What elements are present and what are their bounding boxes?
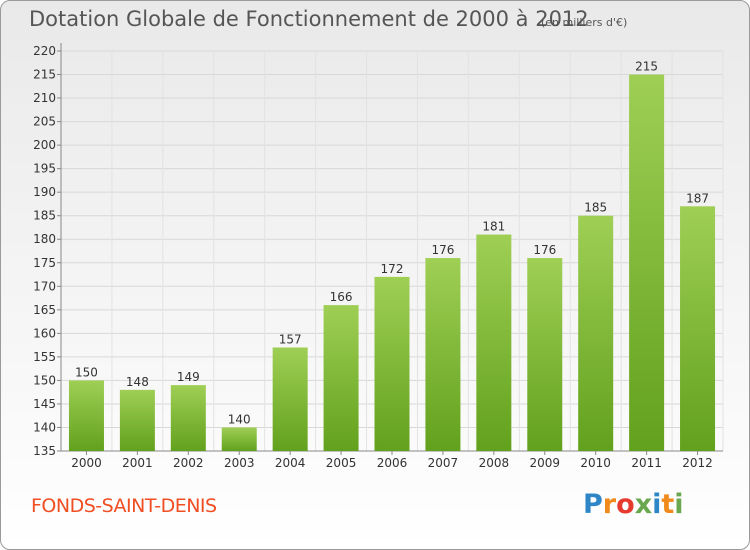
y-tick-label: 155 (33, 350, 56, 364)
bar-value-label: 140 (228, 412, 251, 426)
bar (527, 258, 563, 451)
y-tick-label: 175 (33, 256, 56, 270)
bar (476, 234, 512, 451)
y-tick-label: 220 (33, 44, 56, 58)
bar-chart: 135 140 145 150 155 160 165 170 175 180 185 190 195 2… (33, 43, 724, 470)
bar (578, 215, 614, 451)
logo-letter: P (583, 489, 603, 520)
bar-value-label: 176 (431, 243, 454, 257)
x-tick-label: 2009 (529, 456, 560, 470)
labels: 150 2000 148 2001 149 2002 140 2003 157 2004 166 20… (71, 60, 713, 470)
x-tick-label: 2010 (580, 456, 611, 470)
logo-letter: i (652, 489, 662, 520)
x-tick-label: 2006 (377, 456, 408, 470)
bar-value-label: 185 (584, 201, 607, 215)
y-tick-label: 160 (33, 326, 56, 340)
y-tick-label: 215 (33, 68, 56, 82)
y-tick-label: 190 (33, 185, 56, 199)
bar (323, 305, 359, 451)
bar (680, 206, 716, 451)
y-tick-label: 205 (33, 115, 56, 129)
bar (425, 258, 461, 451)
y-tick-label: 165 (33, 303, 56, 317)
commune-name: FONDS-SAINT-DENIS (31, 495, 217, 517)
bar (170, 385, 206, 451)
bar (629, 74, 665, 451)
x-tick-label: 2007 (428, 456, 459, 470)
x-tick-label: 2003 (224, 456, 255, 470)
bar-value-label: 157 (279, 332, 302, 346)
bar (221, 427, 257, 451)
x-tick-label: 2012 (682, 456, 713, 470)
y-tick-label: 150 (33, 373, 56, 387)
bar-value-label: 150 (75, 365, 98, 379)
bar-value-label: 215 (635, 60, 658, 74)
y-tick-label: 135 (33, 444, 56, 458)
bar-value-label: 148 (126, 375, 149, 389)
y-tick-label: 195 (33, 162, 56, 176)
chart-title: Dotation Globale de Fonctionnement de 20… (29, 7, 589, 31)
x-tick-label: 2002 (173, 456, 204, 470)
logo-letter: t (661, 489, 675, 520)
logo-letter: r (602, 489, 617, 520)
logo-letter: i (674, 489, 684, 520)
bar-value-label: 181 (482, 220, 505, 234)
y-tick-label: 180 (33, 232, 56, 246)
y-tick-label: 145 (33, 397, 56, 411)
bars (68, 74, 716, 451)
bar-value-label: 176 (533, 243, 556, 257)
y-tick-label: 185 (33, 209, 56, 223)
proxiti-logo: Proxiti (583, 489, 684, 525)
bar-value-label: 166 (330, 290, 353, 304)
y-tick-label: 170 (33, 279, 56, 293)
bar (119, 389, 155, 451)
y-tick-label: 210 (33, 91, 56, 105)
y-tick-label: 200 (33, 138, 56, 152)
bar (272, 347, 308, 451)
x-tick-label: 2005 (326, 456, 357, 470)
y-tick-label: 140 (33, 420, 56, 434)
bar-value-label: 149 (177, 370, 200, 384)
axes: 135 140 145 150 155 160 165 170 175 180 185 190 195 2… (33, 43, 723, 458)
logo-letter: o (616, 489, 635, 520)
bar (374, 276, 410, 451)
x-tick-label: 2000 (71, 456, 102, 470)
bar (68, 380, 104, 451)
x-tick-label: 2008 (479, 456, 510, 470)
logo-letter: x (634, 489, 653, 520)
bar-value-label: 172 (381, 262, 404, 276)
chart-subtitle: (en milliers d'€) (541, 16, 628, 29)
x-tick-label: 2004 (275, 456, 306, 470)
x-tick-label: 2001 (122, 456, 153, 470)
bar-value-label: 187 (686, 191, 709, 205)
x-tick-label: 2011 (631, 456, 662, 470)
